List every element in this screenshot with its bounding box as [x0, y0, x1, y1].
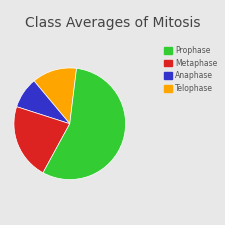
Text: Class Averages of Mitosis: Class Averages of Mitosis [25, 16, 200, 30]
Legend: Prophase, Metaphase, Anaphase, Telophase: Prophase, Metaphase, Anaphase, Telophase [163, 44, 219, 95]
Wedge shape [17, 81, 70, 124]
Wedge shape [43, 68, 126, 180]
Wedge shape [14, 107, 70, 173]
Wedge shape [34, 68, 76, 124]
